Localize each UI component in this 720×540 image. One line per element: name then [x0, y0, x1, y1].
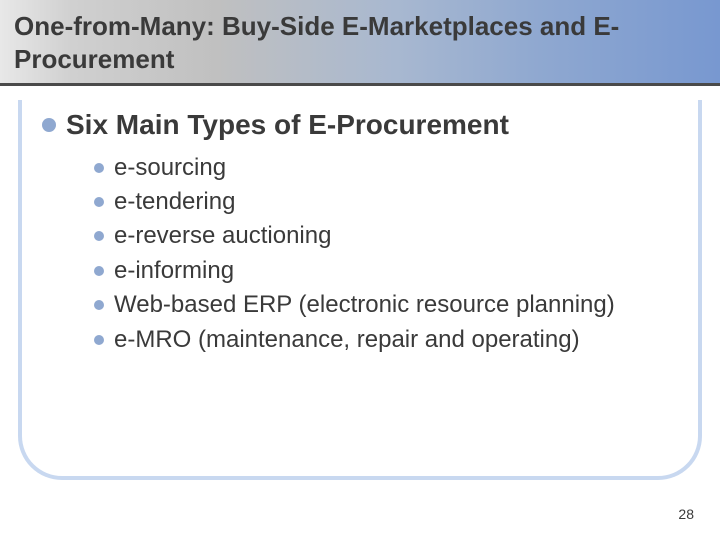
slide-content: Six Main Types of E-Procurement e-sourci… — [42, 108, 678, 358]
sub-bullet-text: e-tendering — [114, 186, 235, 218]
sub-bullet-list: e-sourcing e-tendering e-reverse auction… — [94, 152, 678, 356]
slide-title-bar: One-from-Many: Buy-Side E-Marketplaces a… — [0, 0, 720, 86]
list-item: e-sourcing — [94, 152, 678, 184]
page-number: 28 — [678, 506, 694, 522]
bullet-dot-icon — [94, 335, 104, 345]
list-item: Web-based ERP (electronic resource plann… — [94, 289, 678, 321]
bullet-dot-icon — [94, 197, 104, 207]
sub-bullet-text: Web-based ERP (electronic resource plann… — [114, 289, 615, 321]
list-item: e-tendering — [94, 186, 678, 218]
bullet-dot-icon — [94, 163, 104, 173]
sub-bullet-text: e-sourcing — [114, 152, 226, 184]
bullet-dot-icon — [42, 118, 56, 132]
list-item: e-informing — [94, 255, 678, 287]
list-item: e-reverse auctioning — [94, 220, 678, 252]
sub-bullet-text: e-MRO (maintenance, repair and operating… — [114, 324, 580, 356]
sub-bullet-text: e-informing — [114, 255, 234, 287]
main-bullet: Six Main Types of E-Procurement — [42, 108, 678, 142]
main-bullet-text: Six Main Types of E-Procurement — [66, 108, 509, 142]
bullet-dot-icon — [94, 231, 104, 241]
sub-bullet-text: e-reverse auctioning — [114, 220, 331, 252]
bullet-dot-icon — [94, 300, 104, 310]
slide-title: One-from-Many: Buy-Side E-Marketplaces a… — [14, 10, 706, 75]
list-item: e-MRO (maintenance, repair and operating… — [94, 324, 678, 356]
bullet-dot-icon — [94, 266, 104, 276]
